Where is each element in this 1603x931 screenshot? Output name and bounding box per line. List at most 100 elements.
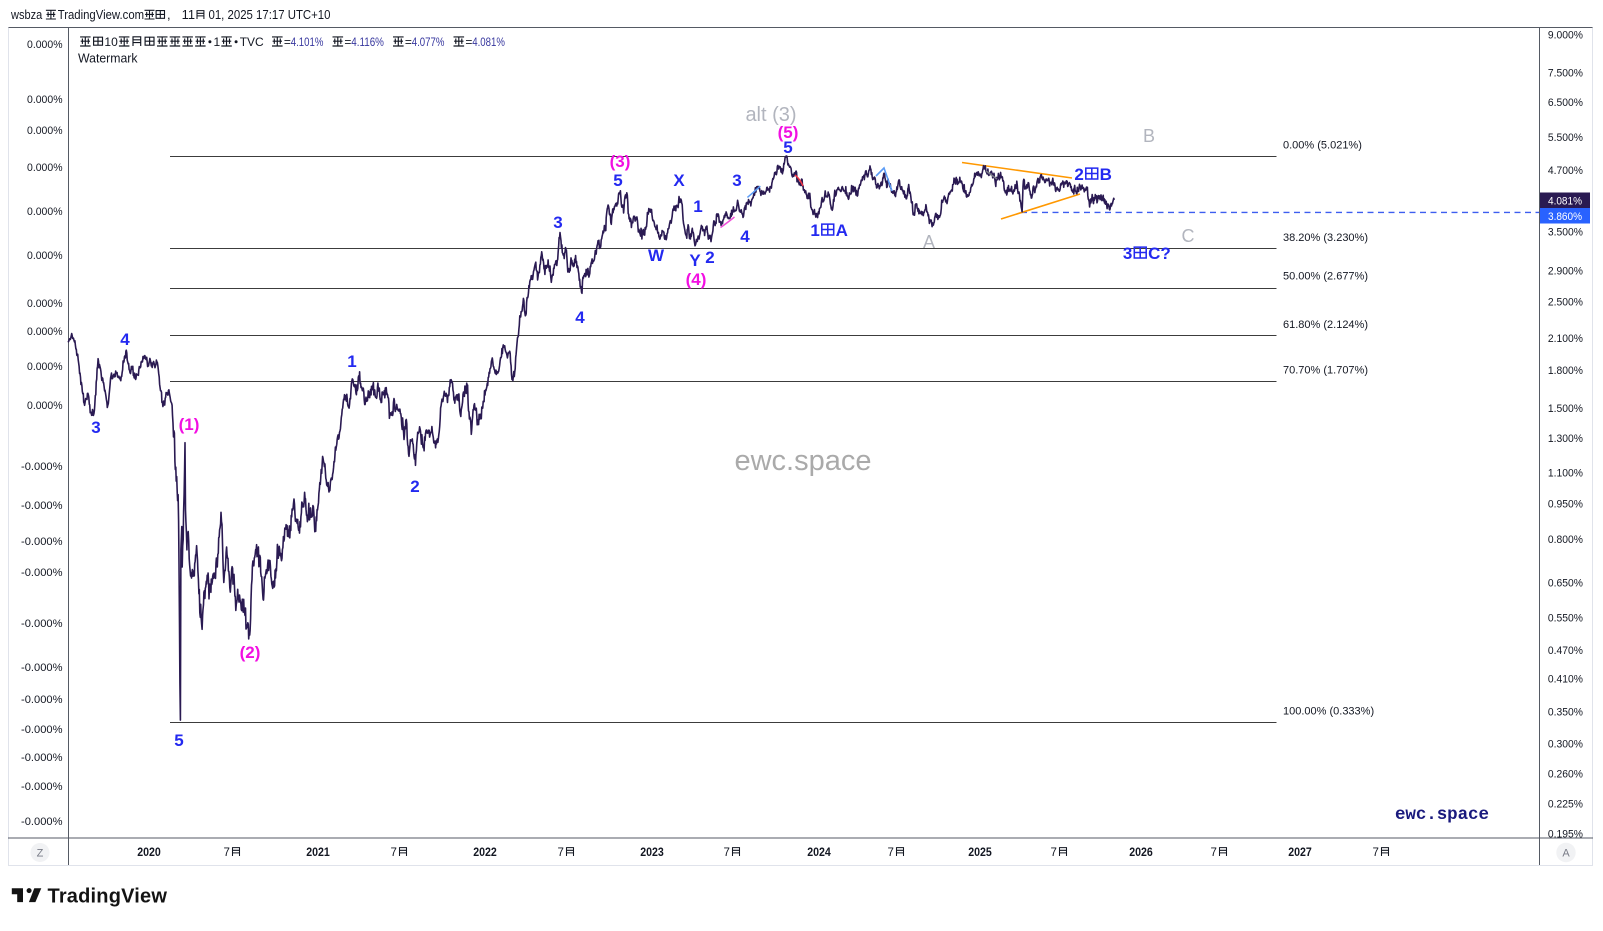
svg-text:0.950%: 0.950% [1548,498,1583,510]
svg-text:TradingView: TradingView [48,886,168,908]
svg-text:ewc.space: ewc.space [734,445,871,477]
svg-text:3: 3 [91,418,100,437]
svg-text:61.80% (2.124%): 61.80% (2.124%) [1283,319,1368,331]
svg-text:7: 7 [391,847,397,859]
svg-text:-0.000%: -0.000% [21,500,63,512]
svg-text:4.081%: 4.081% [1548,196,1582,208]
svg-text:01, 2025 17:17 UTC+10: 01, 2025 17:17 UTC+10 [209,7,331,22]
svg-text:0.000%: 0.000% [27,39,63,51]
svg-text:Watermark: Watermark [78,52,138,66]
svg-text:1: 1 [693,197,702,216]
svg-text:B: B [1143,126,1155,146]
svg-text:2021: 2021 [306,847,330,859]
svg-text:2027: 2027 [1288,847,1312,859]
svg-text:1: 1 [810,221,819,240]
svg-text:2023: 2023 [640,847,664,859]
svg-text:3: 3 [732,171,741,190]
svg-text:(2): (2) [240,643,261,662]
svg-text:0.000%: 0.000% [27,206,63,218]
svg-text:0.470%: 0.470% [1548,645,1583,657]
svg-text:0.000%: 0.000% [27,361,63,373]
svg-text:-0.000%: -0.000% [21,618,63,630]
svg-text:-0.000%: -0.000% [21,781,63,793]
svg-text:5: 5 [783,138,792,157]
svg-text:(3): (3) [610,152,631,171]
svg-text:3: 3 [1123,244,1132,263]
svg-text:,: , [167,7,171,22]
svg-text:C?: C? [1148,244,1171,263]
svg-text:(5): (5) [778,123,799,142]
svg-text:(1): (1) [179,415,200,434]
svg-text:-0.000%: -0.000% [21,536,63,548]
svg-text:TradingView.com: TradingView.com [58,7,144,22]
svg-text:5: 5 [174,731,183,750]
svg-text:wsbza: wsbza [10,7,43,22]
svg-text:9.000%: 9.000% [1548,29,1583,41]
svg-text:2: 2 [410,477,419,496]
svg-text:1.300%: 1.300% [1548,433,1583,445]
svg-text:0.000%: 0.000% [27,125,63,137]
svg-text:3.860%: 3.860% [1548,211,1582,223]
svg-text:100.00% (0.333%): 100.00% (0.333%) [1283,706,1374,718]
svg-text:0.260%: 0.260% [1548,769,1583,781]
svg-text:2.500%: 2.500% [1548,297,1583,309]
svg-text:-0.000%: -0.000% [21,694,63,706]
svg-text:7: 7 [224,847,230,859]
svg-text:0.000%: 0.000% [27,298,63,310]
svg-text:4.101%: 4.101% [291,35,324,49]
svg-text:TVC: TVC [240,35,264,49]
svg-text:3: 3 [553,213,562,232]
svg-text:=: = [405,35,412,49]
svg-text:2: 2 [1074,165,1083,184]
svg-text:4.077%: 4.077% [412,35,445,49]
svg-text:alt (3): alt (3) [745,104,796,126]
svg-text:10: 10 [104,35,118,49]
svg-text:7: 7 [888,847,894,859]
svg-text:70.70% (1.707%): 70.70% (1.707%) [1283,365,1368,377]
svg-text:2.100%: 2.100% [1548,333,1583,345]
svg-text:4.081%: 4.081% [472,35,505,49]
svg-text:1.500%: 1.500% [1548,403,1583,415]
svg-text:1: 1 [214,35,221,49]
svg-text:(4): (4) [686,270,707,289]
svg-text:7: 7 [724,847,730,859]
svg-text:4: 4 [120,330,130,349]
svg-text:2: 2 [705,248,714,267]
svg-text:0.000%: 0.000% [27,400,63,412]
svg-text:4: 4 [740,227,750,246]
svg-text:0.650%: 0.650% [1548,578,1583,590]
svg-text:50.00% (2.677%): 50.00% (2.677%) [1283,271,1368,283]
svg-text:0.800%: 0.800% [1548,534,1583,546]
svg-text:38.20% (3.230%): 38.20% (3.230%) [1283,232,1368,244]
svg-text:-0.000%: -0.000% [21,724,63,736]
svg-text:0.410%: 0.410% [1548,674,1583,686]
svg-text:4.700%: 4.700% [1548,165,1583,177]
svg-text:Z: Z [37,848,44,860]
svg-text:4: 4 [575,308,585,327]
svg-text:=: = [344,35,351,49]
svg-text:A: A [923,232,935,252]
svg-text:7.500%: 7.500% [1548,67,1583,79]
svg-text:C: C [1182,226,1195,246]
svg-text:0.550%: 0.550% [1548,612,1583,624]
svg-text:0.000%: 0.000% [27,326,63,338]
svg-text:-0.000%: -0.000% [21,461,63,473]
svg-text:7: 7 [1051,847,1057,859]
svg-text:0.300%: 0.300% [1548,739,1583,751]
svg-text:Y: Y [689,251,701,270]
svg-text:0.225%: 0.225% [1548,799,1583,811]
svg-text:2022: 2022 [473,847,497,859]
svg-text:0.00% (5.021%): 0.00% (5.021%) [1283,140,1362,152]
svg-text:0.000%: 0.000% [27,250,63,262]
svg-text:7: 7 [558,847,564,859]
svg-text:2.900%: 2.900% [1548,266,1583,278]
svg-text:X: X [673,171,685,190]
svg-text:ewc.space: ewc.space [1395,805,1489,825]
svg-text:2020: 2020 [137,847,161,859]
svg-text:11: 11 [182,7,195,22]
svg-text:=: = [284,35,291,49]
svg-text:0.000%: 0.000% [27,162,63,174]
svg-text:1.800%: 1.800% [1548,365,1583,377]
svg-text:0.000%: 0.000% [27,94,63,106]
svg-text:5: 5 [613,171,622,190]
